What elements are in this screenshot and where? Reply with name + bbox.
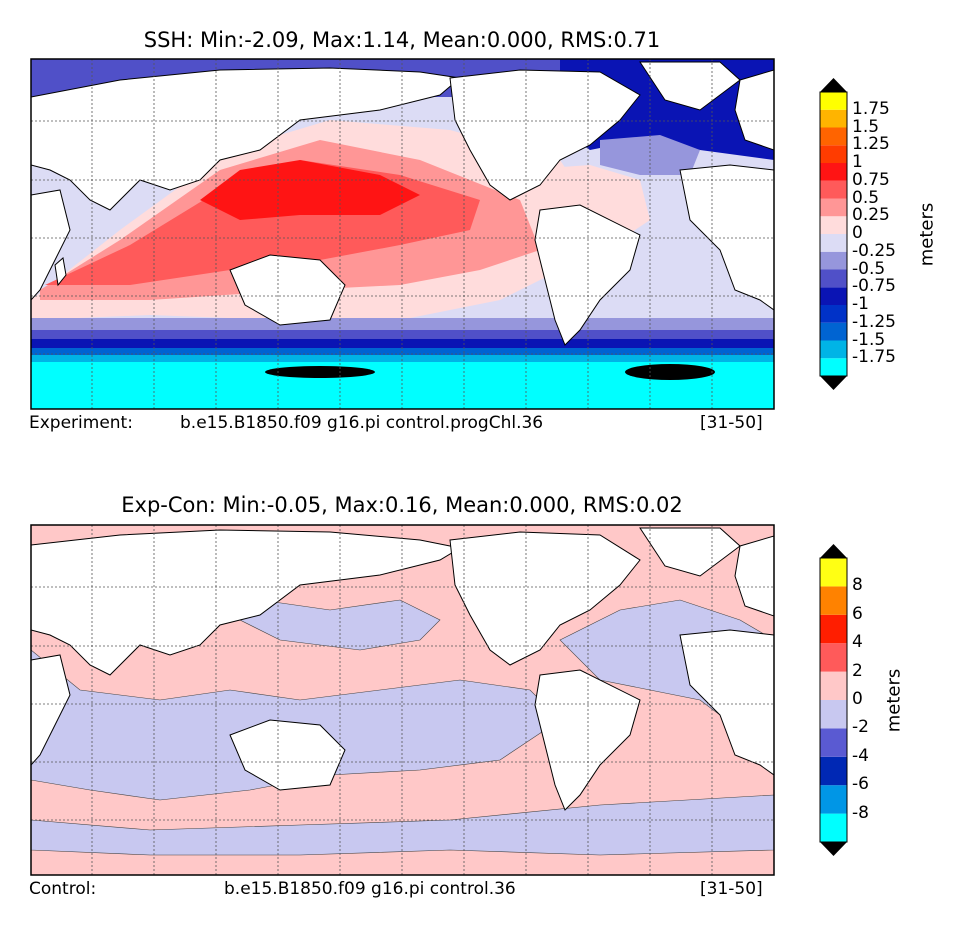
cb2-tick-label: 2 xyxy=(852,660,863,681)
land-europe-right xyxy=(734,69,774,151)
cb1-tick-label: 0.75 xyxy=(852,169,890,190)
cb1-tick-label: -1.75 xyxy=(852,347,896,368)
panel2-frame xyxy=(30,524,775,876)
kuroshio-red xyxy=(200,160,420,220)
panel1-footer-years: [31-50] xyxy=(700,413,763,433)
cb1-swatch xyxy=(820,163,847,181)
panel2-title: Exp-Con: Min:-0.05, Max:0.16, Mean:0.000… xyxy=(121,493,683,517)
southern-band-5 xyxy=(31,355,774,363)
cb1-swatch xyxy=(820,216,847,234)
panel1-title: SSH: Min:-2.09, Max:1.14, Mean:0.000, RM… xyxy=(143,28,661,52)
cb1-tick-label: 0.25 xyxy=(852,205,890,226)
cb2-swatch xyxy=(820,700,847,729)
cb1-under-arrow xyxy=(820,376,847,390)
diff-land-greenland xyxy=(639,527,741,577)
panel1-footer-case: b.e15.B1850.f09 g16.pi control.progChl.3… xyxy=(180,413,544,433)
diff-land-australia xyxy=(229,719,346,791)
cb1-tick-label: -0.5 xyxy=(852,258,886,279)
cb1-swatch xyxy=(820,234,847,252)
cb2-tick-label: -6 xyxy=(852,774,869,795)
cb2-over-arrow xyxy=(820,544,847,558)
cb1-swatch xyxy=(820,340,847,359)
cb1-tick-label: 1.25 xyxy=(852,134,890,155)
diff-blue-eq xyxy=(199,559,441,651)
cb1-swatch xyxy=(820,198,847,217)
cb1-tick-label: -1.25 xyxy=(852,311,896,332)
cb1-tick-label: 1.5 xyxy=(852,116,880,137)
land-north-america xyxy=(449,69,641,201)
diff-land-europe-right xyxy=(734,535,774,617)
cb1-swatch xyxy=(820,287,847,305)
panel2-footer-case: b.e15.B1850.f09 g16.pi control.36 xyxy=(224,879,516,899)
cb2-swatch xyxy=(820,614,847,644)
cb2-swatch xyxy=(820,813,847,842)
cb1-over-arrow xyxy=(820,78,847,92)
cb2-tick-label: -2 xyxy=(852,717,869,738)
cb1-tick-label: -1.5 xyxy=(852,329,886,350)
cb1-swatch xyxy=(820,269,847,288)
cb2-swatch xyxy=(820,756,847,786)
cb1-tick-label: -0.25 xyxy=(852,240,896,261)
cb1-swatch xyxy=(820,322,847,341)
cb2-tick-label: 4 xyxy=(852,632,863,653)
land-africa-left xyxy=(31,189,71,301)
cb2-swatch xyxy=(820,728,847,757)
diff-land-north-america xyxy=(449,531,641,666)
cb2-frame xyxy=(819,557,848,843)
cb2-tick-label: -8 xyxy=(852,802,869,823)
cb1-tick-label: -0.75 xyxy=(852,276,896,297)
cb1-swatch xyxy=(820,145,847,163)
cb1-tick-label: 1 xyxy=(852,152,863,172)
cb1-tick-label: 0 xyxy=(852,223,863,243)
cb1-swatch xyxy=(820,180,847,199)
land-eurasia xyxy=(31,67,462,211)
southern-band-3 xyxy=(31,339,774,349)
panel2-colorbar xyxy=(819,544,848,856)
land-madagascar xyxy=(54,257,67,287)
cb1-tick-label: 0.5 xyxy=(852,187,880,208)
cb1-swatch xyxy=(820,358,847,376)
cb2-swatch xyxy=(820,785,847,814)
panel2-footer-years: [31-50] xyxy=(700,879,763,899)
cb1-frame xyxy=(819,91,848,377)
cb1-swatch xyxy=(820,92,847,110)
southern-band-4 xyxy=(31,348,774,356)
southern-band-1 xyxy=(31,318,774,332)
panel1-footer-label: Experiment: xyxy=(29,413,133,433)
cb1-swatch xyxy=(820,251,847,270)
cb1-swatch xyxy=(820,305,847,323)
cb1-tick-label: -1 xyxy=(852,294,869,314)
cb2-tick-label: -4 xyxy=(852,745,869,766)
panel1-colorbar xyxy=(819,78,848,390)
panel2-footer-label: Control: xyxy=(29,879,97,899)
cb2-under-arrow xyxy=(820,842,847,856)
cb1-tick-label: 1.75 xyxy=(852,98,890,119)
diff-land-south-america xyxy=(534,669,641,811)
cb2-swatch xyxy=(820,558,847,587)
diff-land-africa-left xyxy=(31,654,71,766)
land-greenland xyxy=(639,61,741,111)
cb1-swatch xyxy=(820,109,847,128)
cb2-tick-label: 8 xyxy=(852,575,863,596)
panel2-map xyxy=(31,525,774,875)
panel1-frame xyxy=(30,58,775,410)
cb2-swatch xyxy=(820,671,847,700)
cb2-swatch xyxy=(820,643,847,672)
cb2-tick-label: 0 xyxy=(852,689,863,709)
land-africa-right xyxy=(679,164,774,311)
panel1-map xyxy=(31,59,774,409)
cb2-swatch xyxy=(820,586,847,615)
diff-land-africa-right xyxy=(679,629,774,776)
cb2-tick-label: 6 xyxy=(852,603,863,624)
land-south-america xyxy=(534,204,641,346)
cb1-swatch xyxy=(820,127,847,146)
diff-land-eurasia xyxy=(31,529,462,676)
southern-band-2 xyxy=(31,330,774,340)
